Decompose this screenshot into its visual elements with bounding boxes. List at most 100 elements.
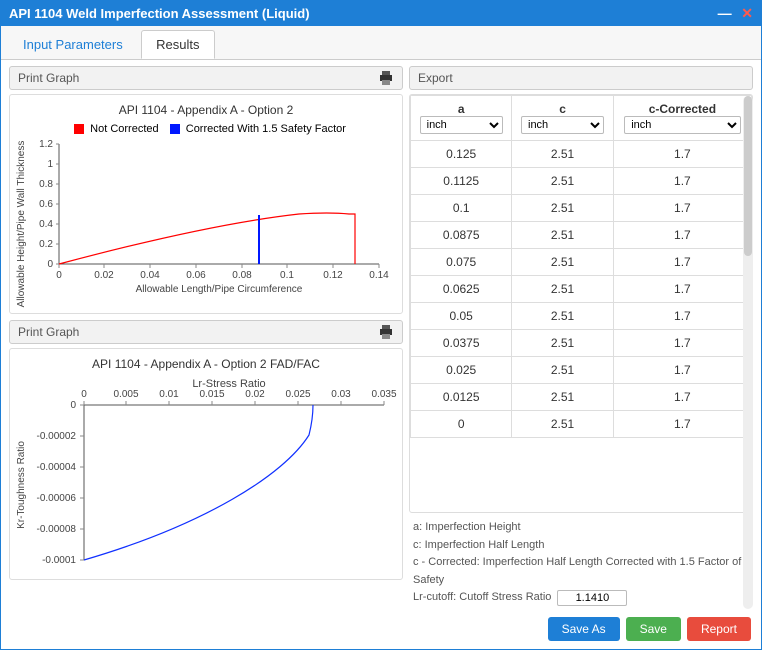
- svg-text:0.02: 0.02: [94, 270, 114, 281]
- content-area: Print Graph API 1104 - Appendix A - Opti…: [1, 60, 761, 613]
- chart1-title: API 1104 - Appendix A - Option 2: [14, 99, 398, 121]
- svg-text:0.015: 0.015: [199, 389, 224, 400]
- table-row: 0.11252.511.7: [411, 168, 752, 195]
- table-cell: 0.0625: [411, 276, 512, 303]
- window-title: API 1104 Weld Imperfection Assessment (L…: [9, 6, 310, 21]
- table-cell: 1.7: [613, 141, 751, 168]
- lr-cutoff-field[interactable]: [557, 590, 627, 606]
- unit-select-cc[interactable]: inch: [624, 116, 740, 134]
- table-cell: 1.7: [613, 249, 751, 276]
- save-as-button[interactable]: Save As: [548, 617, 620, 641]
- print-graph-button-1[interactable]: Print Graph: [18, 71, 79, 85]
- table-cell: 2.51: [512, 330, 613, 357]
- table-row: 0.052.511.7: [411, 303, 752, 330]
- table-row: 0.1252.511.7: [411, 141, 752, 168]
- table-cell: 1.7: [613, 411, 751, 438]
- col-header-a-label: a: [415, 102, 507, 116]
- chart1-ylabel: Allowable Height/Pipe Wall Thickness: [16, 141, 27, 308]
- chart2-svg: Kr-Toughness Ratio Lr-Stress Ratio 0 0.0…: [14, 375, 398, 575]
- svg-text:0.06: 0.06: [186, 270, 206, 281]
- table-cell: 0.1125: [411, 168, 512, 195]
- printer-icon-2[interactable]: [378, 325, 394, 339]
- chart1-series-red: [59, 213, 355, 264]
- table-cell: 2.51: [512, 168, 613, 195]
- minimize-icon[interactable]: —: [718, 5, 732, 21]
- svg-text:0.02: 0.02: [245, 389, 265, 400]
- table-cell: 1.7: [613, 330, 751, 357]
- table-cell: 1.7: [613, 222, 751, 249]
- table-cell: 0.05: [411, 303, 512, 330]
- table-cell: 0.0125: [411, 384, 512, 411]
- table-scrollbar[interactable]: [743, 96, 753, 513]
- right-panel: Export a inch c: [409, 66, 753, 609]
- col-header-c: c inch: [512, 96, 613, 141]
- svg-text:0.035: 0.035: [371, 389, 396, 400]
- note-lr-label: Lr-cutoff: Cutoff Stress Ratio: [413, 589, 551, 607]
- chart2-ylabel: Kr-Toughness Ratio: [16, 441, 27, 529]
- svg-text:-0.0001: -0.0001: [42, 555, 76, 566]
- svg-text:0.4: 0.4: [39, 219, 53, 230]
- tab-results[interactable]: Results: [141, 30, 214, 59]
- note-cc: c - Corrected: Imperfection Half Length …: [413, 554, 749, 589]
- chart2-series-blue: [84, 405, 313, 560]
- table-row: 0.01252.511.7: [411, 384, 752, 411]
- table-row: 0.12.511.7: [411, 195, 752, 222]
- chart1-svg: Allowable Height/Pipe Wall Thickness 0 0…: [14, 139, 398, 309]
- table-header-row: a inch c inch c-Corrected inch: [411, 96, 752, 141]
- chart1-container: API 1104 - Appendix A - Option 2 Not Cor…: [9, 94, 403, 314]
- printer-icon[interactable]: [378, 71, 394, 85]
- report-button[interactable]: Report: [687, 617, 751, 641]
- table-cell: 0.0875: [411, 222, 512, 249]
- unit-select-a[interactable]: inch: [420, 116, 503, 134]
- svg-text:0.08: 0.08: [232, 270, 252, 281]
- chart2-xticks: 0 0.005 0.01 0.015 0.02 0.025 0.03 0.035: [81, 389, 397, 405]
- table-row: 02.511.7: [411, 411, 752, 438]
- table-cell: 0.075: [411, 249, 512, 276]
- results-table-area: a inch c inch c-Corrected inch: [409, 94, 753, 513]
- table-cell: 0.1: [411, 195, 512, 222]
- legend-swatch-red: [74, 124, 84, 134]
- save-button[interactable]: Save: [626, 617, 681, 641]
- table-cell: 1.7: [613, 195, 751, 222]
- print-graph-button-2[interactable]: Print Graph: [18, 325, 79, 339]
- scrollbar-thumb[interactable]: [744, 96, 752, 256]
- svg-text:0.2: 0.2: [39, 239, 53, 250]
- tab-input-parameters[interactable]: Input Parameters: [9, 31, 137, 58]
- window-controls: — ✕: [712, 5, 753, 22]
- results-table: a inch c inch c-Corrected inch: [410, 95, 752, 438]
- titlebar: API 1104 Weld Imperfection Assessment (L…: [1, 1, 761, 26]
- close-icon[interactable]: ✕: [741, 5, 753, 22]
- table-cell: 0: [411, 411, 512, 438]
- svg-text:-0.00002: -0.00002: [37, 431, 77, 442]
- table-cell: 0.125: [411, 141, 512, 168]
- table-cell: 1.7: [613, 276, 751, 303]
- table-cell: 1.7: [613, 168, 751, 195]
- chart1-xticks: 0 0.02 0.04 0.06 0.08 0.1 0.12 0.14: [56, 264, 389, 281]
- left-panel: Print Graph API 1104 - Appendix A - Opti…: [9, 66, 403, 609]
- table-cell: 2.51: [512, 195, 613, 222]
- svg-text:0.6: 0.6: [39, 199, 53, 210]
- note-a: a: Imperfection Height: [413, 519, 749, 537]
- table-cell: 0.0375: [411, 330, 512, 357]
- table-row: 0.06252.511.7: [411, 276, 752, 303]
- export-toolbar: Export: [409, 66, 753, 90]
- chart1-legend: Not Corrected Corrected With 1.5 Safety …: [14, 121, 398, 139]
- legend-label-2: Corrected With 1.5 Safety Factor: [186, 123, 346, 135]
- table-cell: 2.51: [512, 411, 613, 438]
- export-button[interactable]: Export: [418, 71, 453, 85]
- col-header-cc-label: c-Corrected: [618, 102, 747, 116]
- svg-text:1: 1: [47, 159, 53, 170]
- footer: Save As Save Report: [1, 613, 761, 649]
- svg-text:0.12: 0.12: [323, 270, 343, 281]
- table-cell: 2.51: [512, 357, 613, 384]
- table-cell: 2.51: [512, 141, 613, 168]
- svg-text:-0.00004: -0.00004: [37, 462, 77, 473]
- table-row: 0.08752.511.7: [411, 222, 752, 249]
- svg-text:0.1: 0.1: [280, 270, 294, 281]
- svg-text:-0.00008: -0.00008: [37, 524, 77, 535]
- svg-text:0.025: 0.025: [285, 389, 310, 400]
- svg-text:1.2: 1.2: [39, 139, 53, 150]
- app-window: API 1104 Weld Imperfection Assessment (L…: [0, 0, 762, 650]
- note-c: c: Imperfection Half Length: [413, 537, 749, 555]
- unit-select-c[interactable]: inch: [521, 116, 604, 134]
